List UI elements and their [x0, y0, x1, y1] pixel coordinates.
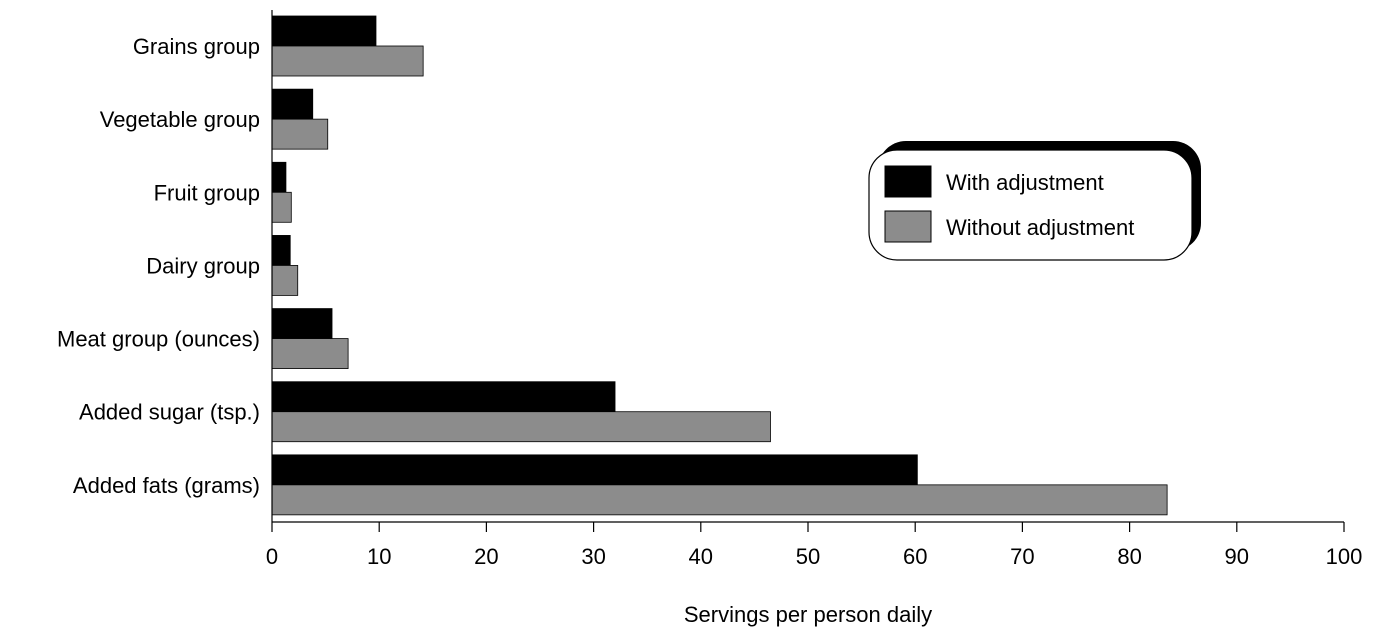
x-tick-label-30: 30 — [581, 544, 605, 569]
bars-group — [271, 15, 1168, 516]
legend-swatch-without-adjustment — [884, 210, 932, 243]
bar-dairy-group-without-adjustment — [271, 265, 299, 296]
legend-swatch-with-adjustment — [884, 165, 932, 198]
legend-label-with-adjustment: With adjustment — [946, 170, 1104, 195]
bar-fruit-group-with-adjustment — [271, 161, 287, 193]
y-tick-label-vegetable-group: Vegetable group — [100, 107, 260, 132]
legend: With adjustment Without adjustment — [868, 141, 1201, 261]
bar-meat-group-ounces-with-adjustment — [271, 308, 333, 339]
x-tick-label-70: 70 — [1010, 544, 1034, 569]
bar-grains-group-without-adjustment — [271, 45, 424, 77]
x-tick-label-50: 50 — [796, 544, 820, 569]
x-tick-label-90: 90 — [1225, 544, 1249, 569]
x-tick-label-100: 100 — [1326, 544, 1363, 569]
x-tick-label-0: 0 — [266, 544, 278, 569]
bar-grains-group-with-adjustment — [271, 15, 377, 47]
bar-added-fats-grams-without-adjustment — [271, 484, 1168, 516]
bar-meat-group-ounces-without-adjustment — [271, 338, 349, 369]
y-tick-label-added-fats-grams: Added fats (grams) — [73, 473, 260, 498]
bar-added-sugar-tsp-without-adjustment — [271, 411, 771, 443]
y-tick-label-added-sugar-tsp: Added sugar (tsp.) — [79, 400, 260, 425]
y-labels-group: Grains group Vegetable group Fruit group Da… — [57, 34, 260, 498]
x-axis-title: Servings per person daily — [684, 602, 932, 627]
y-tick-label-grains-group: Grains group — [133, 34, 260, 59]
bar-dairy-group-with-adjustment — [271, 235, 291, 266]
x-tick-label-10: 10 — [367, 544, 391, 569]
x-tick-label-60: 60 — [903, 544, 927, 569]
x-tick-label-20: 20 — [474, 544, 498, 569]
legend-label-without-adjustment: Without adjustment — [946, 215, 1134, 240]
y-tick-label-dairy-group: Dairy group — [146, 253, 260, 278]
x-tick-label-80: 80 — [1117, 544, 1141, 569]
x-tick-label-40: 40 — [689, 544, 713, 569]
bar-vegetable-group-without-adjustment — [271, 118, 329, 150]
bar-fruit-group-without-adjustment — [271, 191, 292, 223]
y-tick-label-fruit-group: Fruit group — [154, 180, 260, 205]
legend-box — [868, 149, 1193, 261]
y-tick-label-meat-group-ounces: Meat group (ounces) — [57, 327, 260, 352]
x-ticks-group: 0 10 20 30 40 50 60 70 80 90 100 — [266, 522, 1362, 569]
bar-vegetable-group-with-adjustment — [271, 88, 314, 120]
bar-added-fats-grams-with-adjustment — [271, 454, 918, 486]
bar-added-sugar-tsp-with-adjustment — [271, 381, 616, 413]
